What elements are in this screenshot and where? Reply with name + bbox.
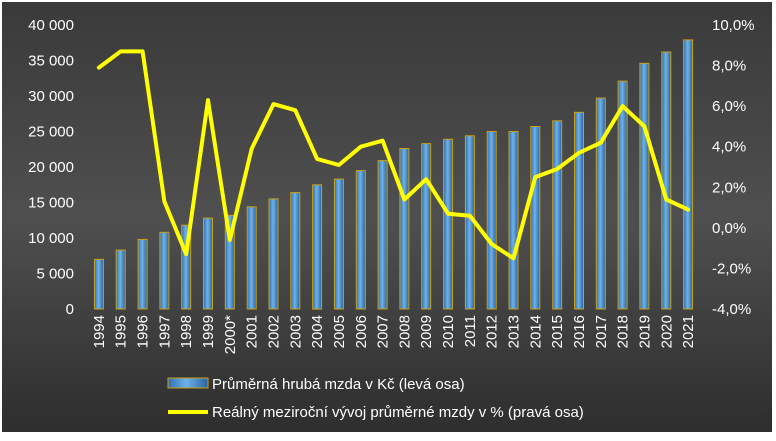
bar-2013 — [508, 131, 519, 310]
bar-2016 — [574, 111, 584, 310]
x-axis-tick: 2002 — [266, 315, 283, 348]
right-axis-tick: 6,0% — [712, 98, 746, 115]
bar-1994 — [93, 258, 104, 310]
left-axis: 0 5 000 10 000 15 000 20 000 25 000 30 000 35 0… — [28, 17, 74, 318]
bar-1998 — [181, 224, 192, 310]
bar-1995 — [115, 249, 126, 310]
bar-1997 — [159, 231, 170, 310]
bar-2021 — [683, 39, 694, 310]
x-axis-tick: 2014 — [527, 315, 544, 348]
bar-2015 — [552, 120, 563, 310]
x-axis: 1994 1995 1996 1997 1998 1999 2000* 2001 2002 200… — [91, 315, 697, 354]
x-axis-tick: 2007 — [375, 315, 392, 348]
combo-chart: 0 5 000 10 000 15 000 20 000 25 000 30 000 35 0… — [2, 2, 772, 432]
x-axis-tick: 2018 — [615, 315, 632, 348]
right-axis-tick: 2,0% — [712, 179, 746, 196]
x-axis-tick: 2005 — [331, 315, 348, 348]
x-axis-tick: 2009 — [418, 315, 435, 348]
x-axis-tick: 2020 — [658, 315, 675, 348]
left-axis-tick: 15 000 — [28, 195, 74, 212]
chart-container: 0 5 000 10 000 15 000 20 000 25 000 30 000 35 0… — [2, 2, 772, 432]
x-axis-tick: 2010 — [440, 315, 457, 348]
bar-2020 — [661, 51, 672, 310]
bar-2017 — [595, 97, 606, 310]
x-axis-tick: 2015 — [549, 315, 566, 348]
bar-2009 — [421, 143, 432, 310]
bar-2019 — [639, 62, 650, 310]
x-axis-tick: 1998 — [178, 315, 195, 348]
right-axis-tick: 10,0% — [712, 17, 755, 34]
bar-2007 — [377, 160, 388, 310]
line-real-wage-growth — [96, 49, 691, 261]
x-axis-tick: 2021 — [680, 315, 697, 348]
right-axis-tick: 8,0% — [712, 58, 746, 75]
legend: Průměrná hrubá mzda v Kč (levá osa) Reál… — [167, 376, 584, 421]
bar-2014 — [530, 126, 541, 310]
right-axis-tick: 0,0% — [712, 220, 746, 237]
bar-2005 — [333, 178, 344, 310]
right-axis: -4,0% -2,0% 0,0% 2,0% 4,0% 6,0% 8,0% 10,0% — [712, 17, 755, 318]
x-axis-tick: 2019 — [636, 315, 653, 348]
bar-2003 — [290, 192, 301, 310]
x-axis-tick: 2012 — [484, 315, 501, 348]
bar-1996 — [137, 238, 148, 310]
x-axis-tick: 2011 — [462, 315, 479, 347]
bar-2000* — [224, 214, 235, 310]
x-axis-tick: 2016 — [571, 315, 588, 348]
left-axis-tick: 40 000 — [28, 17, 74, 34]
bar-2008 — [399, 148, 410, 310]
bar-2006 — [355, 170, 366, 310]
line-series — [96, 49, 691, 261]
right-axis-tick: 4,0% — [712, 139, 746, 156]
left-axis-tick: 0 — [66, 301, 74, 318]
left-axis-tick: 30 000 — [28, 88, 74, 105]
x-axis-tick: 2006 — [353, 315, 370, 348]
x-axis-tick: 2017 — [593, 315, 610, 348]
x-axis-tick: 2013 — [506, 315, 523, 348]
right-axis-tick: -2,0% — [712, 260, 751, 277]
right-axis-tick: -4,0% — [712, 301, 751, 318]
left-axis-tick: 5 000 — [36, 266, 74, 283]
legend-bar-label: Průměrná hrubá mzda v Kč (levá osa) — [212, 376, 465, 393]
left-axis-tick: 35 000 — [28, 53, 74, 70]
left-axis-tick: 20 000 — [28, 159, 74, 176]
bar-2018 — [617, 80, 628, 310]
x-axis-tick: 1996 — [135, 315, 152, 348]
x-axis-tick: 2003 — [287, 315, 304, 348]
left-axis-tick: 10 000 — [28, 230, 74, 247]
bar-series — [93, 39, 694, 310]
x-axis-tick: 2001 — [244, 315, 261, 348]
bar-2001 — [246, 206, 257, 310]
x-axis-tick: 1994 — [91, 315, 108, 348]
bar-2010 — [443, 138, 454, 310]
x-axis-tick: 1997 — [156, 315, 173, 348]
left-axis-tick: 25 000 — [28, 124, 74, 141]
x-axis-tick: 2004 — [309, 315, 326, 348]
x-axis-tick: 2008 — [396, 315, 413, 348]
bar-2012 — [486, 131, 497, 310]
legend-line-label: Reálný meziroční vývoj průměrné mzdy v %… — [212, 404, 584, 421]
bar-1999 — [203, 217, 213, 310]
bar-2004 — [312, 184, 323, 310]
bar-2002 — [268, 198, 279, 310]
x-axis-tick: 1999 — [200, 315, 217, 348]
legend-bar-swatch — [167, 377, 209, 389]
x-axis-tick: 2000* — [222, 315, 239, 354]
x-axis-tick: 1995 — [113, 315, 130, 348]
